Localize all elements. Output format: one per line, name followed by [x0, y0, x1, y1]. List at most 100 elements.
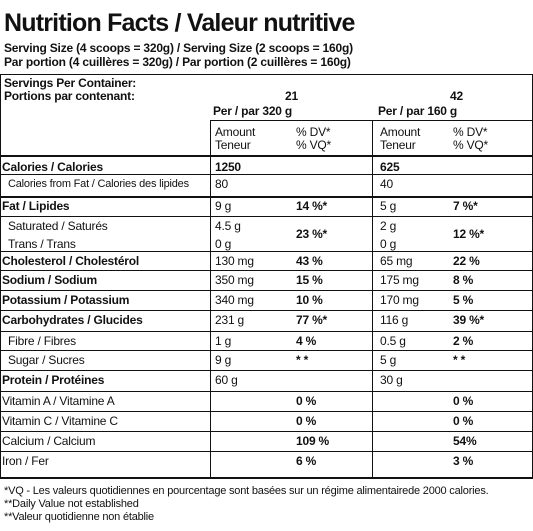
- serving-size: Par portion (4 cuillères = 320g) / Par p…: [4, 55, 351, 69]
- amount: 0 g: [380, 237, 397, 251]
- row-label: Vitamin A / Vitamine A: [2, 394, 115, 408]
- daily-value: 0 %: [296, 394, 317, 408]
- amount-header: Amount: [215, 125, 256, 139]
- daily-value: 8 %: [453, 273, 474, 287]
- daily-value: 43 %: [296, 254, 323, 268]
- rule: [210, 120, 533, 121]
- amount: 30 g: [380, 373, 403, 387]
- serving-count: 21: [285, 89, 298, 103]
- daily-value: * *: [453, 353, 466, 367]
- amount: 340 mg: [215, 293, 254, 307]
- rule: [0, 431, 533, 432]
- row-label: Trans / Trans: [8, 237, 76, 251]
- daily-value: 14 %*: [296, 199, 328, 213]
- amount: 9 g: [215, 199, 232, 213]
- servings-label: Servings Per Container:: [4, 76, 137, 90]
- amount-header: Teneur: [215, 138, 251, 152]
- daily-value: 10 %: [296, 293, 323, 307]
- daily-value: 77 %*: [296, 313, 328, 327]
- daily-value: 0 %: [453, 394, 474, 408]
- rule: [372, 120, 373, 477]
- row-label: Fat / Lipides: [2, 199, 70, 213]
- rule: [0, 174, 533, 175]
- rule: [0, 350, 533, 351]
- row-label: Cholesterol / Cholestérol: [2, 254, 140, 268]
- amount: 5 g: [380, 199, 397, 213]
- footnote: *VQ - Les valeurs quotidiennes en pource…: [4, 485, 489, 497]
- daily-value: 0 %: [296, 414, 317, 428]
- daily-value: 109 %: [296, 434, 330, 448]
- row-label: Fibre / Fibres: [8, 334, 76, 348]
- rule: [0, 310, 533, 311]
- amount: 4.5 g: [215, 219, 241, 233]
- amount: 625: [380, 160, 400, 174]
- serving-count: 42: [450, 89, 463, 103]
- row-label: Calories / Calories: [2, 160, 103, 174]
- daily-value: 7 %*: [453, 199, 478, 213]
- row-label: Calcium / Calcium: [2, 434, 96, 448]
- amount: 65 mg: [380, 254, 413, 268]
- rule: [0, 251, 533, 252]
- amount: 80: [215, 177, 228, 191]
- rule: [0, 155, 533, 157]
- dv-header: % DV*: [296, 125, 331, 139]
- daily-value: 23 %*: [296, 227, 328, 241]
- rule: [0, 477, 533, 479]
- amount: 130 mg: [215, 254, 254, 268]
- daily-value: 15 %: [296, 273, 323, 287]
- rule: [210, 120, 211, 477]
- row-label: Protein / Protéines: [2, 373, 105, 387]
- amount: 60 g: [215, 373, 238, 387]
- daily-value: * *: [296, 353, 309, 367]
- amount: 231 g: [215, 313, 245, 327]
- rule: [0, 270, 533, 271]
- rule: [0, 411, 533, 412]
- row-label: Sodium / Sodium: [2, 273, 97, 287]
- daily-value: 22 %: [453, 254, 480, 268]
- amount: 116 g: [380, 313, 409, 327]
- per-amount: Per / par 160 g: [378, 104, 458, 118]
- daily-value: 0 %: [453, 414, 474, 428]
- footnote: **Valeur quotidienne non établie: [4, 511, 154, 523]
- amount: 170 mg: [380, 293, 419, 307]
- rule: [0, 290, 533, 291]
- dv-header: % VQ*: [453, 138, 489, 152]
- daily-value: 4 %: [296, 334, 317, 348]
- dv-header: % VQ*: [296, 138, 332, 152]
- rule: [0, 196, 533, 198]
- row-label: Calories from Fat / Calories des lipides: [8, 178, 189, 190]
- row-label: Potassium / Potassium: [2, 293, 130, 307]
- amount: 0 g: [215, 237, 232, 251]
- daily-value: 6 %: [296, 454, 317, 468]
- row-label: Saturated / Saturés: [8, 219, 108, 233]
- row-label: Iron / Fer: [2, 454, 49, 468]
- amount: 2 g: [380, 219, 397, 233]
- row-label: Sugar / Sucres: [8, 353, 85, 367]
- amount: 9 g: [215, 353, 232, 367]
- daily-value: 39 %*: [453, 313, 485, 327]
- servings-label: Portions par contenant:: [4, 89, 135, 103]
- amount: 1 g: [215, 334, 232, 348]
- daily-value: 54%: [453, 434, 477, 448]
- amount: 5 g: [380, 353, 397, 367]
- rule: [0, 74, 533, 75]
- daily-value: 2 %: [453, 334, 474, 348]
- rule: [0, 370, 533, 371]
- rule: [0, 216, 533, 217]
- amount-header: Teneur: [380, 138, 416, 152]
- rule: [0, 451, 533, 452]
- row-label: Vitamin C / Vitamine C: [2, 414, 118, 428]
- daily-value: 3 %: [453, 454, 474, 468]
- amount: 175 mg: [380, 273, 419, 287]
- rule: [0, 331, 533, 332]
- daily-value: 12 %*: [453, 227, 485, 241]
- row-label: Carbohydrates / Glucides: [2, 313, 143, 327]
- amount: 1250: [215, 160, 241, 174]
- dv-header: % DV*: [453, 125, 488, 139]
- amount-header: Amount: [380, 125, 421, 139]
- amount: 350 mg: [215, 273, 254, 287]
- title: Nutrition Facts / Valeur nutritive: [4, 9, 355, 37]
- amount: 40: [380, 177, 393, 191]
- footnote: **Daily Value not established: [4, 498, 139, 510]
